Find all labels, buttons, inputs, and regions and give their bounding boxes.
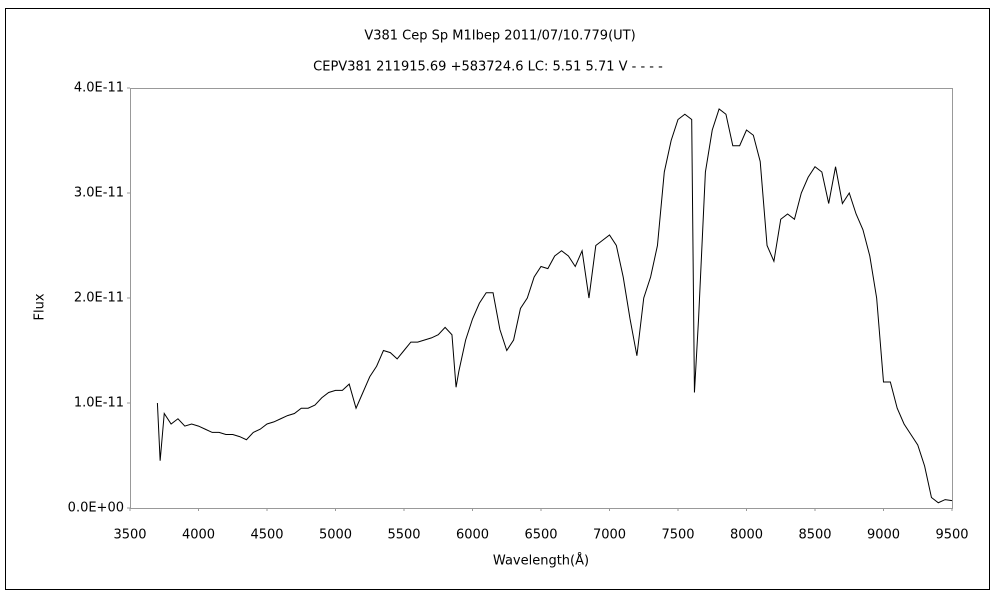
x-axis-label: Wavelength(Å) <box>493 553 589 569</box>
x-tick-label: 9000 <box>867 528 900 543</box>
x-tick-label: 8500 <box>798 528 831 543</box>
y-tick-label: 0.0E+00 <box>68 501 124 516</box>
x-tick-label: 5500 <box>387 528 420 543</box>
y-tick-label: 1.0E-11 <box>74 396 124 411</box>
x-tick-label: 9500 <box>935 528 968 543</box>
x-tick-label: 7500 <box>661 528 694 543</box>
chart-subtitle: CEPV381 211915.69 +583724.6 LC: 5.51 5.7… <box>313 60 663 75</box>
chart-title: V381 Cep Sp M1Ibep 2011/07/10.779(UT) <box>364 29 635 44</box>
spectrum-line <box>156 108 953 504</box>
x-tick-label: 7000 <box>593 528 626 543</box>
x-tick-label: 5000 <box>319 528 352 543</box>
x-tick-label: 8000 <box>730 528 763 543</box>
y-tick-label: 2.0E-11 <box>74 291 124 306</box>
x-tick-label: 6500 <box>524 528 557 543</box>
x-tick-label: 6000 <box>456 528 489 543</box>
x-tick-label: 3500 <box>113 528 146 543</box>
x-tick-label: 4500 <box>250 528 283 543</box>
y-tick-label: 4.0E-11 <box>74 81 124 96</box>
y-axis-label: Flux <box>33 293 48 320</box>
chart-frame <box>5 8 990 590</box>
y-tick-label: 3.0E-11 <box>74 186 124 201</box>
x-tick-label: 4000 <box>182 528 215 543</box>
